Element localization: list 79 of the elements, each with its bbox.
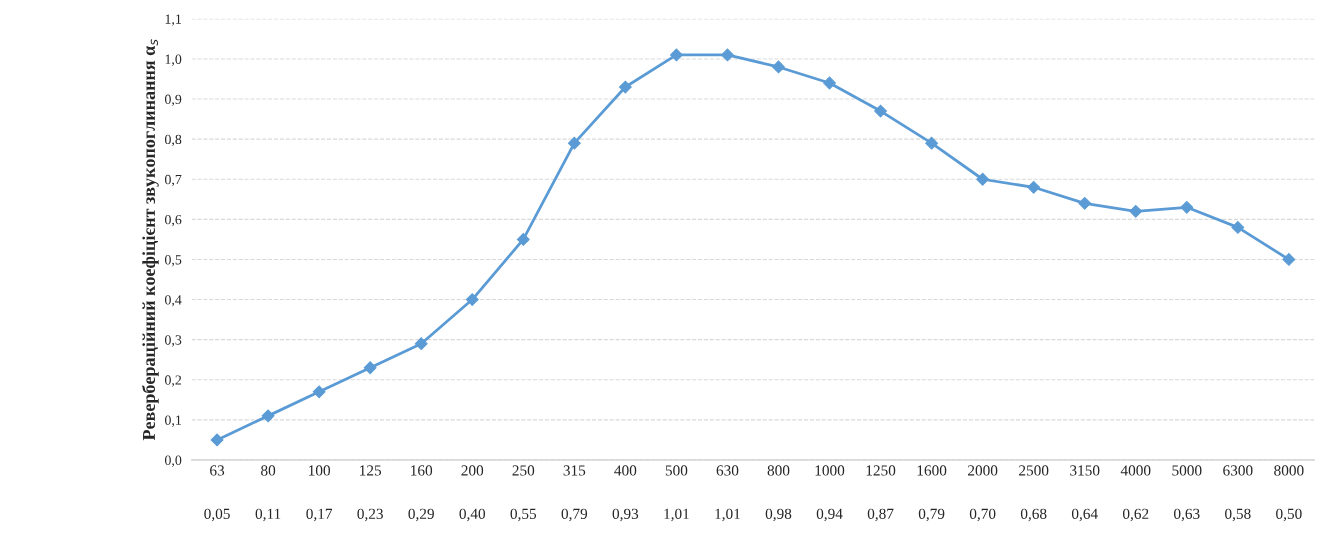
y-tick-label: 0,9: [164, 94, 182, 106]
x-tick-label: 4000: [1120, 465, 1151, 476]
x-tick-label: 250: [512, 465, 535, 476]
y-tick-label: 0,0: [164, 455, 182, 467]
data-label: 0,64: [1071, 508, 1098, 522]
point: [363, 361, 377, 375]
point: [721, 48, 734, 62]
x-tick-label: 400: [614, 465, 637, 476]
x-tick-label: 2500: [1019, 465, 1049, 476]
y-tick-label: 0,6: [164, 214, 182, 227]
point: [874, 104, 887, 118]
data-label: 0,79: [918, 508, 945, 522]
data-label: 0,05: [204, 508, 230, 522]
x-tick-label: 125: [360, 465, 382, 476]
x-tick-label: 1250: [866, 465, 896, 476]
y-tick-label: 1,1: [165, 14, 181, 26]
data-label: 0,79: [561, 508, 588, 522]
point: [312, 385, 326, 399]
point: [210, 433, 224, 447]
y-tick-label: 0,7: [164, 174, 182, 187]
data-label: 0,40: [459, 508, 486, 522]
y-axis-title: Реверберaційний коефіцієнт звукопоглинання α$_{s}$: [141, 39, 159, 441]
x-tick-label: 315: [563, 465, 586, 476]
point: [465, 293, 479, 306]
data-label: 0,98: [765, 508, 792, 522]
x-tick-label: 160: [411, 465, 433, 476]
point: [261, 409, 275, 423]
point: [1282, 253, 1296, 266]
x-tick-label: 8000: [1274, 465, 1304, 476]
data-label: 0,23: [357, 508, 383, 522]
x-tick-label: 1600: [917, 465, 947, 476]
y-tick-label: 0,2: [164, 375, 182, 387]
data-label: 0,50: [1276, 508, 1302, 522]
data-label: 0,87: [867, 508, 894, 522]
data-label: 0,17: [306, 508, 333, 522]
point: [1027, 180, 1041, 194]
data-label: 0,63: [1174, 508, 1200, 522]
data-label: 0,55: [510, 508, 537, 522]
x-tick-label: 630: [716, 465, 739, 476]
x-tick-label: 5000: [1172, 465, 1202, 476]
x-tick-label: 500: [665, 465, 688, 476]
y-tick-label: 0,3: [164, 335, 182, 347]
data-label: 0,94: [816, 508, 843, 522]
x-tick-label: 80: [261, 465, 276, 476]
point: [976, 172, 990, 186]
point: [670, 48, 683, 62]
data-label: 0,58: [1225, 508, 1251, 522]
point: [1129, 204, 1143, 218]
point: [414, 337, 428, 351]
point: [618, 80, 632, 94]
y-tick-label: 0,1: [164, 415, 181, 427]
x-tick-label: 63: [210, 465, 225, 476]
data-label: 1,01: [715, 508, 740, 522]
data-label: 0,62: [1122, 508, 1149, 522]
x-tick-label: 6300: [1223, 465, 1253, 476]
data-label: 0,29: [408, 508, 434, 522]
point: [1180, 200, 1194, 214]
y-tick-label: 0,5: [164, 255, 182, 267]
point: [567, 136, 581, 150]
data-label: 1,01: [664, 508, 689, 522]
x-tick-label: 100: [309, 465, 331, 476]
x-tick-label: 800: [767, 465, 790, 476]
y-tick-label: 1,0: [165, 54, 182, 66]
point: [925, 136, 939, 150]
x-tick-label: 3150: [1070, 465, 1100, 476]
y-tick-label: 0,4: [164, 295, 182, 307]
data-label: 0,11: [255, 508, 281, 522]
point: [516, 233, 530, 246]
y-tick-label: 0,8: [164, 134, 182, 147]
data-label: 0,68: [1020, 508, 1047, 522]
point: [823, 76, 836, 90]
x-tick-label: 2000: [968, 465, 998, 476]
point: [1231, 220, 1245, 234]
data-label: 0,93: [612, 508, 639, 522]
point: [1078, 196, 1092, 210]
data-label: 0,70: [969, 508, 996, 522]
x-tick-label: 1000: [815, 465, 845, 476]
point: [772, 60, 785, 74]
x-tick-label: 200: [461, 465, 484, 476]
